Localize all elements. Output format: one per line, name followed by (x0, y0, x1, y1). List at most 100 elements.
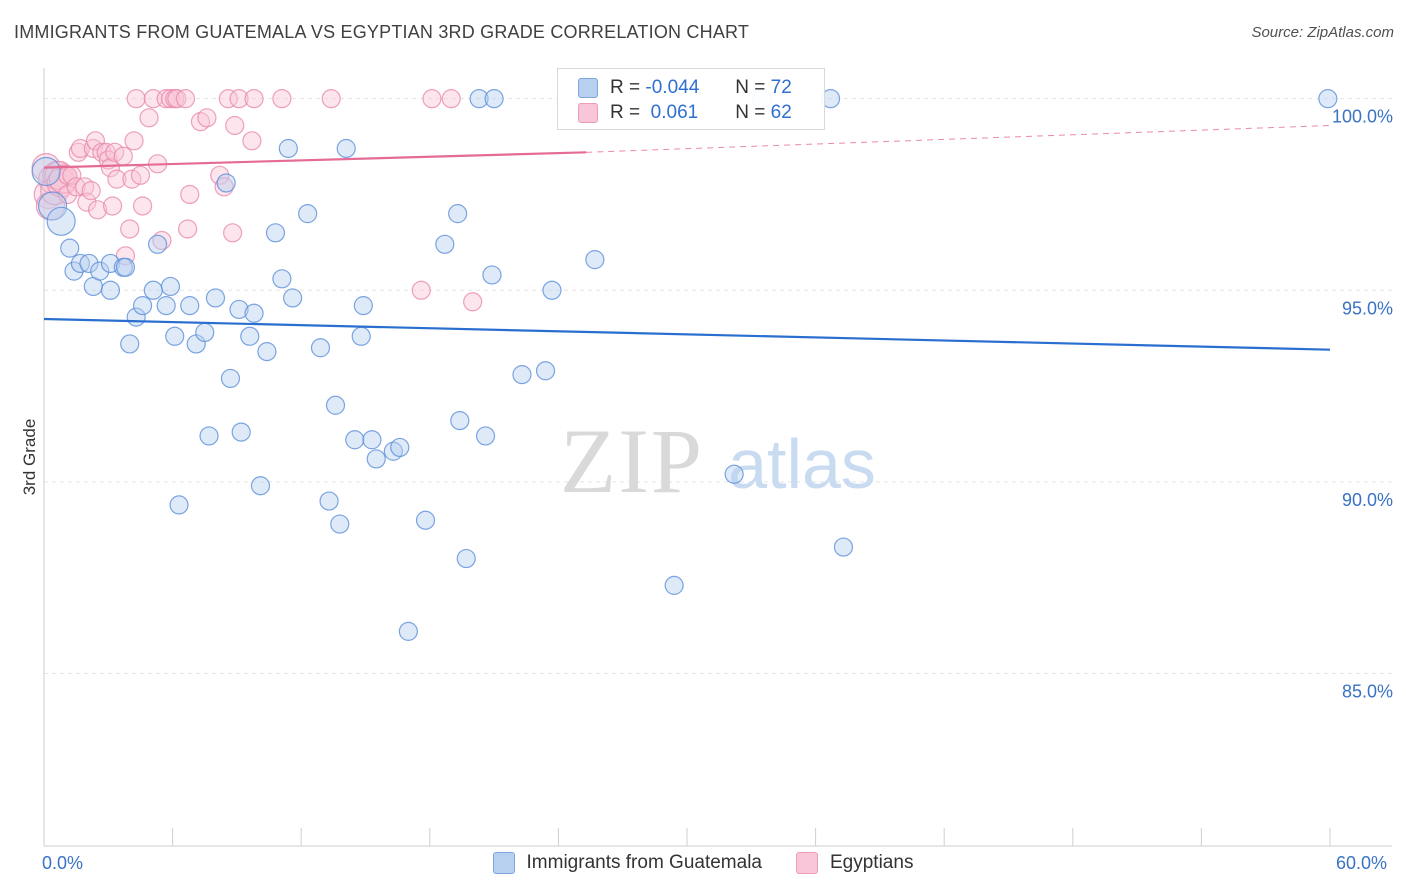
guatemala-point (220, 368, 241, 389)
guatemala-point (362, 430, 382, 450)
egyptians-point (411, 280, 431, 300)
egyptians-point (225, 115, 245, 136)
guatemala-point (46, 206, 76, 236)
watermark: ZIP atlas (560, 410, 876, 512)
guatemala-point (310, 338, 331, 358)
egyptians-point (132, 196, 153, 216)
source-label: Source: ZipAtlas.com (1251, 24, 1394, 41)
egyptians-point (87, 200, 108, 220)
egyptians-point (180, 184, 200, 205)
series-label-egyptians: Egyptians (830, 852, 914, 873)
guatemala-point (664, 575, 684, 595)
gridlines (44, 98, 1392, 675)
guatemala-point (390, 437, 410, 458)
guatemala-point (229, 299, 249, 320)
guatemala-point (120, 334, 140, 354)
chart-title: IMMIGRANTS FROM GUATEMALA VS EGYPTIAN 3R… (14, 22, 750, 42)
guatemala-point (100, 280, 121, 300)
legend-r-value: -0.044 (645, 77, 700, 98)
guatemala-point (398, 621, 418, 641)
guatemala-point (542, 280, 562, 300)
guatemala-point (724, 464, 744, 484)
egyptians-point (98, 150, 118, 170)
legend-r-value: 0.061 (645, 102, 699, 123)
egyptians-point (178, 219, 198, 239)
guatemala-point (456, 548, 476, 569)
egyptians-point (107, 169, 127, 189)
guatemala-point (435, 234, 455, 254)
legend-n-label: N = (735, 77, 766, 98)
guatemala-point (60, 238, 80, 258)
legend-r-label: R = (610, 102, 641, 123)
guatemala-point (240, 326, 260, 346)
guatemala-point (353, 296, 373, 316)
egyptians-trend-extension (586, 124, 1331, 153)
guatemala-point (250, 476, 271, 496)
guatemala-point (298, 204, 318, 224)
guatemala-point (199, 426, 219, 446)
guatemala-point (216, 173, 236, 193)
egyptians-point (113, 146, 133, 166)
egyptians-point (77, 192, 97, 212)
guatemala-point (475, 426, 496, 446)
egyptians-point (139, 108, 159, 128)
guatemala-point (64, 261, 84, 281)
egyptians-point (81, 181, 101, 201)
y-tick-label: 100.0% (1332, 107, 1393, 127)
guatemala-point (330, 514, 350, 534)
guatemala-point (415, 510, 436, 530)
guatemala-point (512, 365, 532, 385)
y-tick-labels: 85.0% 90.0% 95.0% 100.0% (1332, 107, 1393, 702)
y-tick-label: 95.0% (1342, 298, 1393, 318)
legend-swatch-pink (578, 103, 598, 123)
egyptians-point (229, 89, 249, 109)
legend-swatch-blue (578, 78, 598, 98)
guatemala-trend-line (43, 317, 1331, 351)
legend-n-label: N = (735, 102, 766, 123)
guatemala-point (345, 430, 365, 450)
guatemala-point (132, 296, 153, 316)
guatemala-point (231, 422, 251, 442)
egyptians-point (102, 196, 123, 216)
guatemala-point (165, 326, 185, 346)
x-tick-max: 60.0% (1336, 853, 1388, 873)
y-tick-label: 85.0% (1342, 682, 1393, 702)
guatemala-point (448, 204, 468, 224)
legend-n-value: 62 (770, 102, 792, 123)
guatemala-point (450, 410, 470, 431)
guatemala-point (180, 296, 200, 316)
guatemala-point (244, 303, 264, 323)
guatemala-point (79, 253, 99, 274)
guatemala-point (319, 491, 339, 511)
guatemala-point (195, 322, 215, 343)
guatemala-point (156, 296, 176, 316)
series-swatch-blue (492, 852, 515, 874)
egyptians-point (120, 219, 140, 239)
guatemala-point (325, 395, 346, 415)
guatemala-point (833, 537, 854, 557)
egyptians-point (175, 89, 196, 109)
legend-r-label: R = (610, 77, 641, 98)
egyptians-point (223, 223, 243, 243)
guatemala-point (351, 326, 371, 346)
guatemala-point (283, 288, 303, 308)
y-tick-label: 90.0% (1342, 490, 1393, 510)
watermark-zip: ZIP (560, 410, 704, 512)
guatemala-point (272, 269, 292, 289)
egyptians-point (100, 158, 121, 178)
correlation-legend: R = -0.044 N = 72 R = 0.061 N = 62 (557, 68, 825, 130)
egyptians-point (210, 165, 230, 185)
series-legend-guatemala: Immigrants from Guatemala (492, 852, 762, 874)
watermark-atlas: atlas (728, 425, 876, 503)
egyptians-point (463, 292, 483, 312)
guatemala-point (336, 138, 356, 159)
guatemala-point (484, 89, 504, 109)
egyptians-point (441, 89, 461, 109)
axes (43, 68, 1392, 847)
egyptians-point (272, 89, 292, 109)
guatemala-point (169, 495, 189, 515)
trend-lines (43, 124, 1331, 351)
guatemala-point (257, 342, 277, 362)
guatemala-point (100, 253, 121, 274)
guatemala-point (205, 288, 226, 308)
